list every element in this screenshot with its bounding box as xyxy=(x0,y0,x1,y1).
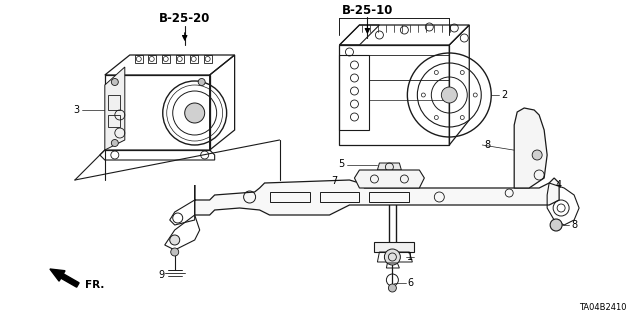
Text: TA04B2410: TA04B2410 xyxy=(579,303,627,313)
Text: 2: 2 xyxy=(501,90,508,100)
Polygon shape xyxy=(378,163,401,170)
Text: 1: 1 xyxy=(408,252,413,262)
Circle shape xyxy=(385,249,401,265)
Text: B-25-10: B-25-10 xyxy=(342,4,393,17)
Text: 4: 4 xyxy=(555,180,561,190)
Bar xyxy=(108,95,120,110)
Circle shape xyxy=(550,219,562,231)
Text: 7: 7 xyxy=(332,176,337,186)
Text: 8: 8 xyxy=(484,140,490,150)
Circle shape xyxy=(532,150,542,160)
Text: 9: 9 xyxy=(159,270,165,280)
Circle shape xyxy=(171,248,179,256)
Circle shape xyxy=(170,235,180,245)
Circle shape xyxy=(198,78,205,85)
Circle shape xyxy=(442,87,458,103)
Text: 8: 8 xyxy=(571,220,577,230)
Text: 3: 3 xyxy=(74,105,80,115)
Polygon shape xyxy=(514,108,547,188)
Polygon shape xyxy=(355,170,424,188)
Circle shape xyxy=(360,177,369,187)
Polygon shape xyxy=(105,67,125,150)
Text: B-25-20: B-25-20 xyxy=(159,11,211,25)
Polygon shape xyxy=(195,178,559,215)
Text: 5: 5 xyxy=(338,159,344,169)
Text: FR.: FR. xyxy=(85,280,104,290)
Circle shape xyxy=(111,78,118,85)
Circle shape xyxy=(185,103,205,123)
Polygon shape xyxy=(374,242,414,252)
Bar xyxy=(108,115,120,127)
Circle shape xyxy=(388,284,396,292)
Text: 6: 6 xyxy=(408,278,413,288)
FancyArrow shape xyxy=(50,269,79,287)
Circle shape xyxy=(111,139,118,146)
